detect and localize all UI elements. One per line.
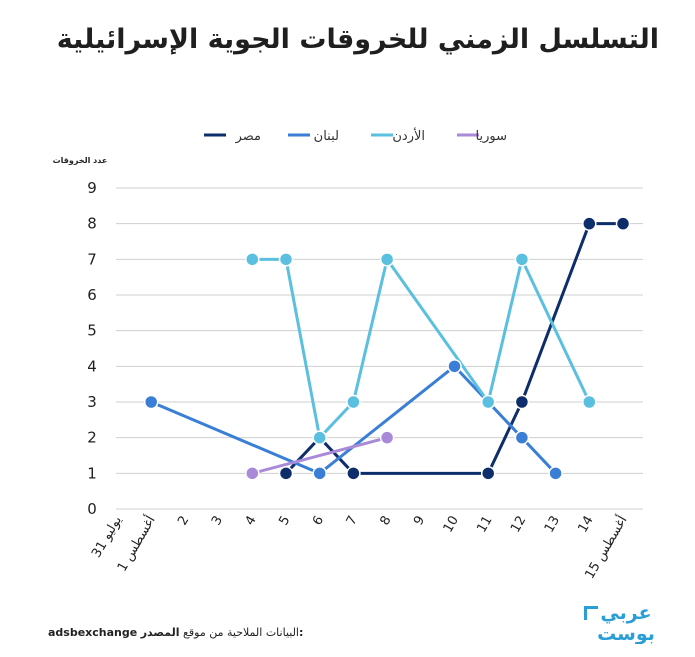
data-point — [379, 430, 395, 445]
x-tick-label: 4 — [243, 514, 260, 529]
y-tick-label: 9 — [87, 179, 97, 197]
source-site: adsbexchange — [48, 626, 138, 639]
data-point — [582, 216, 597, 231]
legend-label: لبنان — [314, 129, 339, 144]
x-tick-label: 31 يوليو — [89, 513, 125, 560]
data-point — [379, 252, 395, 267]
data-point — [278, 252, 294, 267]
y-tick-label: 1 — [87, 464, 97, 482]
y-tick-label: 2 — [87, 429, 97, 447]
legend-label: سوريا — [476, 129, 507, 144]
data-point — [312, 430, 327, 445]
x-tick-label: 14 — [576, 514, 597, 536]
data-point — [143, 394, 159, 410]
logo-text-bottom: بوست — [597, 623, 655, 644]
legend: مصر لبنان الأردن سوريا — [204, 127, 507, 144]
x-tick-label: 5 — [276, 514, 293, 529]
y-tick-label: 4 — [87, 357, 97, 375]
series-group — [252, 257, 591, 440]
x-tick-label: 9 — [411, 514, 428, 529]
source-note: adsbexchange البيانات الملاحية من موقع ا… — [48, 626, 303, 639]
y-tick-label: 8 — [87, 215, 97, 233]
data-point — [447, 359, 462, 374]
series-lines — [143, 216, 631, 481]
data-point — [514, 430, 530, 445]
legend-label: مصر — [235, 129, 261, 144]
y-tick-label: 5 — [87, 322, 97, 340]
x-tick-label: 6 — [310, 514, 327, 529]
source-label: المصدر: — [140, 626, 304, 639]
y-tick-label: 3 — [87, 393, 97, 411]
series-line — [284, 222, 623, 475]
x-tick-label: 11 — [474, 514, 495, 536]
series-group — [251, 436, 388, 475]
data-point — [312, 466, 327, 481]
data-point — [480, 394, 496, 410]
data-point — [514, 252, 530, 267]
arabi-post-logo: عربي بوست — [584, 602, 655, 644]
source-text: البيانات الملاحية من موقع — [183, 626, 299, 639]
legend-item: سوريا — [457, 129, 507, 144]
data-point — [245, 466, 260, 481]
y-axis-ticks: 0 1 2 3 4 5 6 7 8 9 — [87, 179, 97, 518]
y-tick-label: 6 — [87, 286, 97, 304]
data-point — [514, 394, 530, 410]
data-point — [548, 466, 563, 481]
y-axis-label: عدد الخروقات — [53, 156, 108, 165]
x-tick-label: 8 — [377, 514, 394, 529]
x-tick-label: 7 — [344, 514, 361, 529]
logo-text-top: عربي — [600, 602, 651, 624]
x-tick-label: 2 — [175, 514, 192, 529]
legend-item: مصر — [204, 129, 261, 144]
data-point — [245, 252, 260, 267]
y-tick-label: 0 — [87, 500, 97, 518]
y-tick-label: 7 — [87, 250, 97, 268]
legend-item: لبنان — [288, 129, 339, 144]
chart-title: التسلسل الزمني للخروقات الجوية الإسرائيل… — [56, 24, 659, 55]
x-tick-label: 10 — [441, 514, 462, 536]
data-point — [582, 394, 597, 410]
series-line — [252, 257, 591, 440]
x-tick-label: 12 — [508, 514, 529, 536]
x-tick-label: 13 — [542, 514, 563, 536]
x-tick-label: 3 — [209, 514, 226, 529]
legend-item: الأردن — [371, 127, 425, 144]
data-point — [278, 466, 294, 481]
data-point — [480, 466, 496, 481]
series-group — [284, 222, 623, 475]
data-point — [346, 394, 361, 410]
legend-label: الأردن — [392, 127, 425, 144]
data-point — [346, 466, 361, 481]
series-line — [251, 436, 388, 475]
data-point — [615, 216, 631, 231]
